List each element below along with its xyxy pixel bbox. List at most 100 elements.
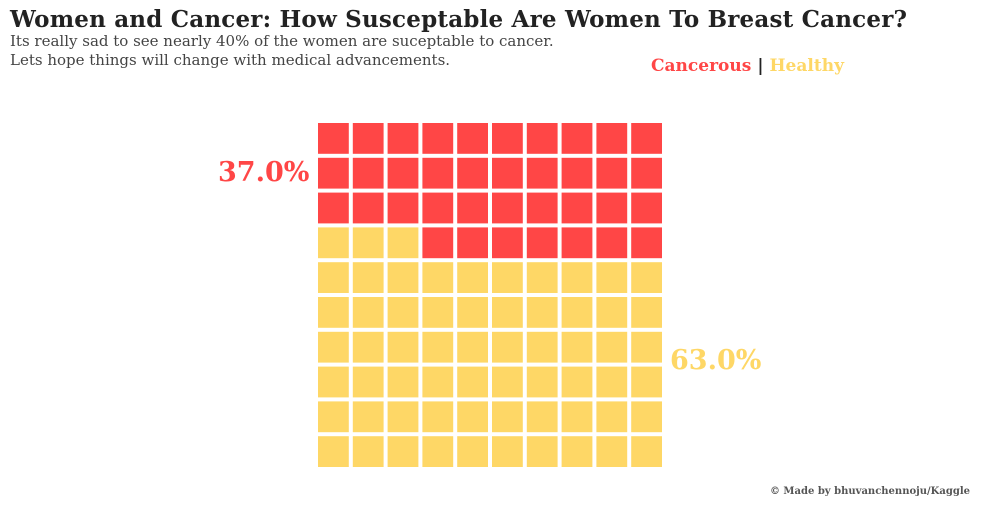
waffle-cell-cancerous: [492, 192, 523, 224]
cancerous-percent-label: 37.0%: [218, 157, 310, 188]
waffle-cell-healthy: [561, 366, 593, 398]
waffle-cell-cancerous: [492, 227, 523, 259]
waffle-cell-healthy: [526, 401, 558, 433]
waffle-cell-cancerous: [352, 192, 384, 224]
waffle-cell-cancerous: [422, 123, 454, 154]
waffle-cell-healthy: [352, 401, 384, 433]
waffle-cell-cancerous: [561, 227, 593, 259]
healthy-percent-label: 63.0%: [670, 345, 762, 376]
waffle-cell-cancerous: [422, 157, 454, 189]
waffle-cell-healthy: [457, 436, 488, 467]
waffle-cell-cancerous: [457, 123, 488, 154]
waffle-cell-cancerous: [422, 192, 454, 224]
waffle-cell-healthy: [318, 262, 349, 293]
legend-cancerous: Cancerous: [651, 56, 752, 76]
waffle-cell-cancerous: [318, 192, 349, 224]
waffle-cell-healthy: [526, 436, 558, 467]
waffle-cell-cancerous: [561, 192, 593, 224]
waffle-cell-healthy: [457, 297, 488, 328]
waffle-cell-healthy: [457, 366, 488, 398]
waffle-cell-cancerous: [631, 123, 662, 154]
waffle-cell-healthy: [352, 227, 384, 259]
waffle-cell-healthy: [422, 297, 454, 328]
waffle-cell-cancerous: [526, 157, 558, 189]
waffle-cell-healthy: [631, 366, 662, 398]
waffle-cell-cancerous: [631, 192, 662, 224]
waffle-cell-healthy: [422, 436, 454, 467]
waffle-cell-healthy: [387, 401, 419, 433]
waffle-cell-cancerous: [457, 192, 488, 224]
credit-text: © Made by bhuvanchennoju/Kaggle: [769, 486, 970, 497]
waffle-cell-healthy: [492, 331, 523, 363]
waffle-cell-healthy: [596, 262, 628, 293]
waffle-cell-cancerous: [526, 123, 558, 154]
waffle-cell-cancerous: [596, 192, 628, 224]
waffle-cell-healthy: [526, 297, 558, 328]
waffle-cell-cancerous: [631, 227, 662, 259]
waffle-cell-healthy: [318, 297, 349, 328]
waffle-cell-healthy: [596, 297, 628, 328]
waffle-cell-healthy: [352, 366, 384, 398]
legend-separator: |: [757, 56, 764, 76]
waffle-cell-healthy: [492, 436, 523, 467]
waffle-cell-healthy: [318, 401, 349, 433]
waffle-cell-healthy: [492, 262, 523, 293]
waffle-cell-healthy: [352, 297, 384, 328]
waffle-cell-cancerous: [352, 123, 384, 154]
waffle-cell-healthy: [492, 366, 523, 398]
waffle-cell-healthy: [387, 366, 419, 398]
waffle-cell-healthy: [492, 401, 523, 433]
waffle-cell-cancerous: [631, 157, 662, 189]
waffle-cell-healthy: [318, 227, 349, 259]
waffle-cell-healthy: [561, 331, 593, 363]
waffle-cell-cancerous: [596, 227, 628, 259]
waffle-cell-cancerous: [457, 227, 488, 259]
waffle-cell-cancerous: [387, 123, 419, 154]
waffle-cell-cancerous: [526, 227, 558, 259]
waffle-cell-healthy: [457, 331, 488, 363]
waffle-cell-cancerous: [352, 157, 384, 189]
legend: Cancerous | Healthy: [651, 56, 844, 76]
subtitle-line-2: Lets hope things will change with medica…: [10, 51, 451, 69]
waffle-cell-cancerous: [387, 192, 419, 224]
waffle-cell-cancerous: [561, 157, 593, 189]
waffle-cell-cancerous: [492, 123, 523, 154]
waffle-cell-healthy: [422, 262, 454, 293]
waffle-cell-healthy: [596, 366, 628, 398]
waffle-cell-healthy: [457, 262, 488, 293]
waffle-cell-cancerous: [457, 157, 488, 189]
waffle-cell-healthy: [387, 227, 419, 259]
waffle-cell-healthy: [596, 401, 628, 433]
waffle-cell-healthy: [492, 297, 523, 328]
waffle-cell-healthy: [387, 331, 419, 363]
waffle-cell-healthy: [422, 366, 454, 398]
waffle-cell-healthy: [526, 366, 558, 398]
waffle-cell-cancerous: [422, 227, 454, 259]
waffle-cell-healthy: [561, 297, 593, 328]
waffle-cell-healthy: [631, 436, 662, 467]
waffle-cell-healthy: [631, 297, 662, 328]
waffle-cell-healthy: [526, 262, 558, 293]
waffle-cell-healthy: [422, 331, 454, 363]
waffle-cell-healthy: [387, 262, 419, 293]
subtitle-line-1: Its really sad to see nearly 40% of the …: [10, 32, 554, 50]
legend-healthy: Healthy: [769, 56, 844, 76]
waffle-cell-healthy: [561, 401, 593, 433]
waffle-cell-healthy: [596, 331, 628, 363]
waffle-cell-healthy: [387, 297, 419, 328]
waffle-cell-healthy: [318, 331, 349, 363]
waffle-chart: [318, 123, 662, 467]
waffle-cell-cancerous: [318, 157, 349, 189]
waffle-cell-healthy: [318, 436, 349, 467]
waffle-cell-healthy: [422, 401, 454, 433]
waffle-cell-cancerous: [387, 157, 419, 189]
waffle-cell-healthy: [631, 401, 662, 433]
waffle-cell-cancerous: [596, 157, 628, 189]
chart-title: Women and Cancer: How Susceptable Are Wo…: [10, 6, 908, 33]
waffle-cell-cancerous: [526, 192, 558, 224]
waffle-cell-healthy: [561, 436, 593, 467]
waffle-cell-healthy: [526, 331, 558, 363]
waffle-cell-healthy: [318, 366, 349, 398]
waffle-cell-healthy: [352, 331, 384, 363]
waffle-cell-healthy: [631, 262, 662, 293]
